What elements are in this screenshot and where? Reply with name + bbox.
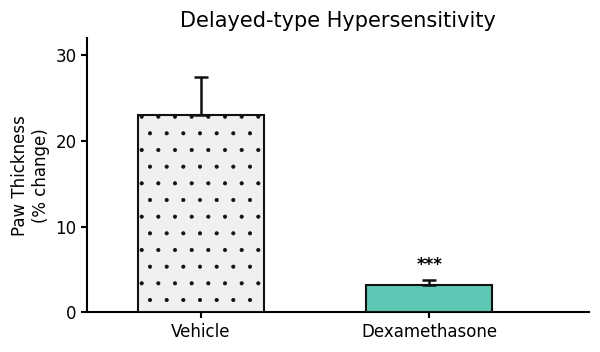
Bar [367, 285, 492, 313]
Bar [139, 115, 264, 313]
Title: Delayed-type Hypersensitivity: Delayed-type Hypersensitivity [180, 11, 496, 31]
Text: ***: *** [416, 256, 442, 274]
Y-axis label: Paw Thickness
(% change): Paw Thickness (% change) [11, 115, 50, 236]
